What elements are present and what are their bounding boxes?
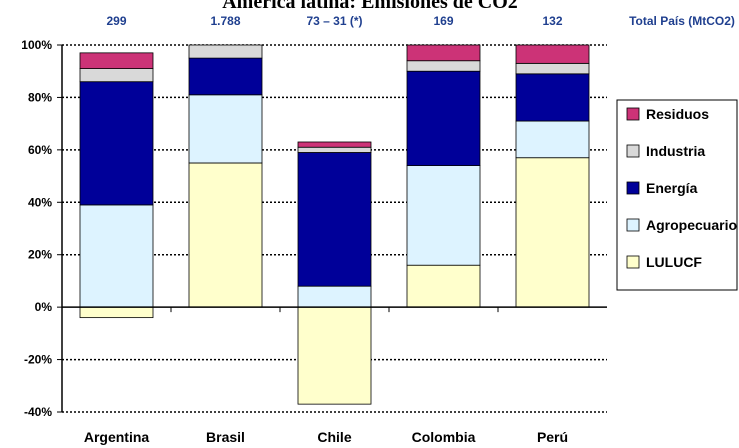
- y-tick-label: 20%: [28, 248, 52, 262]
- bar-segment-lulucf: [297, 306, 372, 405]
- bar-segment-energía: [515, 73, 590, 122]
- bar-segment-industria: [297, 146, 372, 153]
- bar-segment-agropecuario: [79, 204, 154, 308]
- legend: Residuos Industria Energía Agropecuario LULU…: [616, 99, 738, 291]
- bar-segment-energía: [188, 57, 263, 96]
- bar-segment-agropecuario: [297, 285, 372, 308]
- legend-label: Agropecuario: [646, 217, 737, 233]
- bar-segment-lulucf: [406, 264, 481, 308]
- x-tick-label: Perú: [537, 429, 568, 445]
- labels: -40% -20% 0% 20% 40% 60% 80% 100% Argentina 299 Br…: [21, 14, 568, 445]
- y-tick-label: 0%: [35, 300, 53, 314]
- bar-segment-residuos: [406, 44, 481, 62]
- bar-segment-residuos: [79, 52, 154, 69]
- legend-label: LULUCF: [646, 254, 702, 270]
- bar-segment-industria: [406, 60, 481, 72]
- total-label: 169: [433, 14, 453, 28]
- bar-segment-lulucf: [79, 306, 154, 319]
- bar-segment-energía: [297, 152, 372, 287]
- legend-label: Energía: [646, 180, 698, 196]
- bar-segment-industria: [515, 62, 590, 75]
- legend-swatch-industria: [626, 144, 640, 158]
- total-label: 132: [542, 14, 562, 28]
- x-tick-label: Brasil: [206, 429, 245, 445]
- axes: [57, 44, 607, 413]
- legend-swatch-lulucf: [626, 255, 640, 269]
- bar-segment-residuos: [297, 141, 372, 148]
- x-tick-label: Argentina: [84, 429, 150, 445]
- legend-swatch-residuos: [626, 107, 640, 121]
- y-tick-label: 100%: [21, 38, 52, 52]
- legend-swatch-energía: [626, 181, 640, 195]
- bar-segment-lulucf: [188, 162, 263, 308]
- total-label: 299: [106, 14, 126, 28]
- legend-label: Residuos: [646, 106, 709, 122]
- bar-segment-industria: [188, 44, 263, 59]
- y-tick-label: -40%: [24, 405, 52, 419]
- legend-swatch-agropecuario: [626, 218, 640, 232]
- x-tick-label: Colombia: [412, 429, 476, 445]
- y-tick-label: 60%: [28, 143, 52, 157]
- bar-segment-lulucf: [515, 157, 590, 308]
- bar-segment-industria: [79, 68, 154, 83]
- bar-segment-agropecuario: [188, 94, 263, 164]
- bar-segment-energía: [406, 70, 481, 166]
- bar-segment-agropecuario: [406, 165, 481, 266]
- bar-segment-residuos: [515, 44, 590, 64]
- total-label: 1.788: [210, 14, 240, 28]
- total-label: 73 – 31 (*): [306, 14, 362, 28]
- bar-segment-energía: [79, 81, 154, 206]
- chart-title: América latina: Emisiones de CO2: [222, 0, 518, 13]
- totals-label: Total País (MtCO2): [629, 14, 735, 28]
- legend-label: Industria: [646, 143, 705, 159]
- y-tick-label: -20%: [24, 353, 52, 367]
- y-tick-label: 40%: [28, 195, 52, 209]
- x-tick-label: Chile: [317, 429, 351, 445]
- y-tick-label: 80%: [28, 90, 52, 104]
- bar-segment-agropecuario: [515, 120, 590, 159]
- bars: [79, 44, 590, 405]
